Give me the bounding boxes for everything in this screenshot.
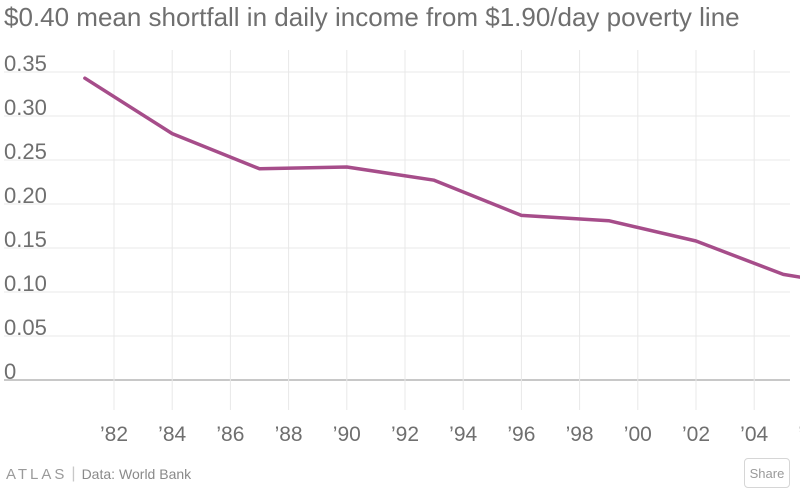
- x-tick-label: ’84: [158, 423, 186, 446]
- x-tick-label: ’94: [449, 423, 477, 446]
- x-axis-tick-labels: ’82’84’86’88’90’92’94’96’98’00’02’04’06’…: [100, 423, 800, 446]
- y-tick-label: 0: [4, 359, 16, 384]
- series-lines: [83, 76, 800, 279]
- share-button[interactable]: Share: [744, 458, 790, 488]
- gridlines: [4, 50, 790, 410]
- y-tick-label: 0.35: [4, 51, 47, 76]
- y-axis-tick-labels: 0 0.05 0.10 0.15 0.20 0.25 0.30 0.35: [4, 51, 47, 384]
- footer-separator: |: [71, 465, 76, 482]
- atlas-logo: ATLAS: [6, 465, 68, 483]
- x-tick-label: ’90: [333, 423, 361, 446]
- y-tick-label: 0.20: [4, 183, 47, 208]
- x-tick-label: ’82: [100, 423, 128, 446]
- x-tick-label: ’86: [216, 423, 244, 446]
- x-tick-label: ’04: [740, 423, 768, 446]
- source-value: World Bank: [119, 466, 192, 482]
- chart-title: $0.40 mean shortfall in daily income fro…: [4, 2, 740, 32]
- series-line: [83, 76, 800, 279]
- footer: ATLAS | Data: World Bank: [6, 462, 191, 486]
- y-tick-label: 0.25: [4, 139, 47, 164]
- x-tick-label: ’02: [682, 423, 710, 446]
- y-tick-label: 0.05: [4, 315, 47, 340]
- y-tick-label: 0.30: [4, 95, 47, 120]
- source-label: Data:: [81, 466, 116, 482]
- x-tick-label: ’00: [624, 423, 652, 446]
- x-tick-label: ’98: [566, 423, 594, 446]
- y-tick-label: 0.15: [4, 227, 47, 252]
- x-tick-label: ’06: [798, 423, 800, 446]
- x-tick-label: ’96: [507, 423, 535, 446]
- x-tick-label: ’92: [391, 423, 419, 446]
- y-tick-label: 0.10: [4, 271, 47, 296]
- x-tick-label: ’88: [275, 423, 303, 446]
